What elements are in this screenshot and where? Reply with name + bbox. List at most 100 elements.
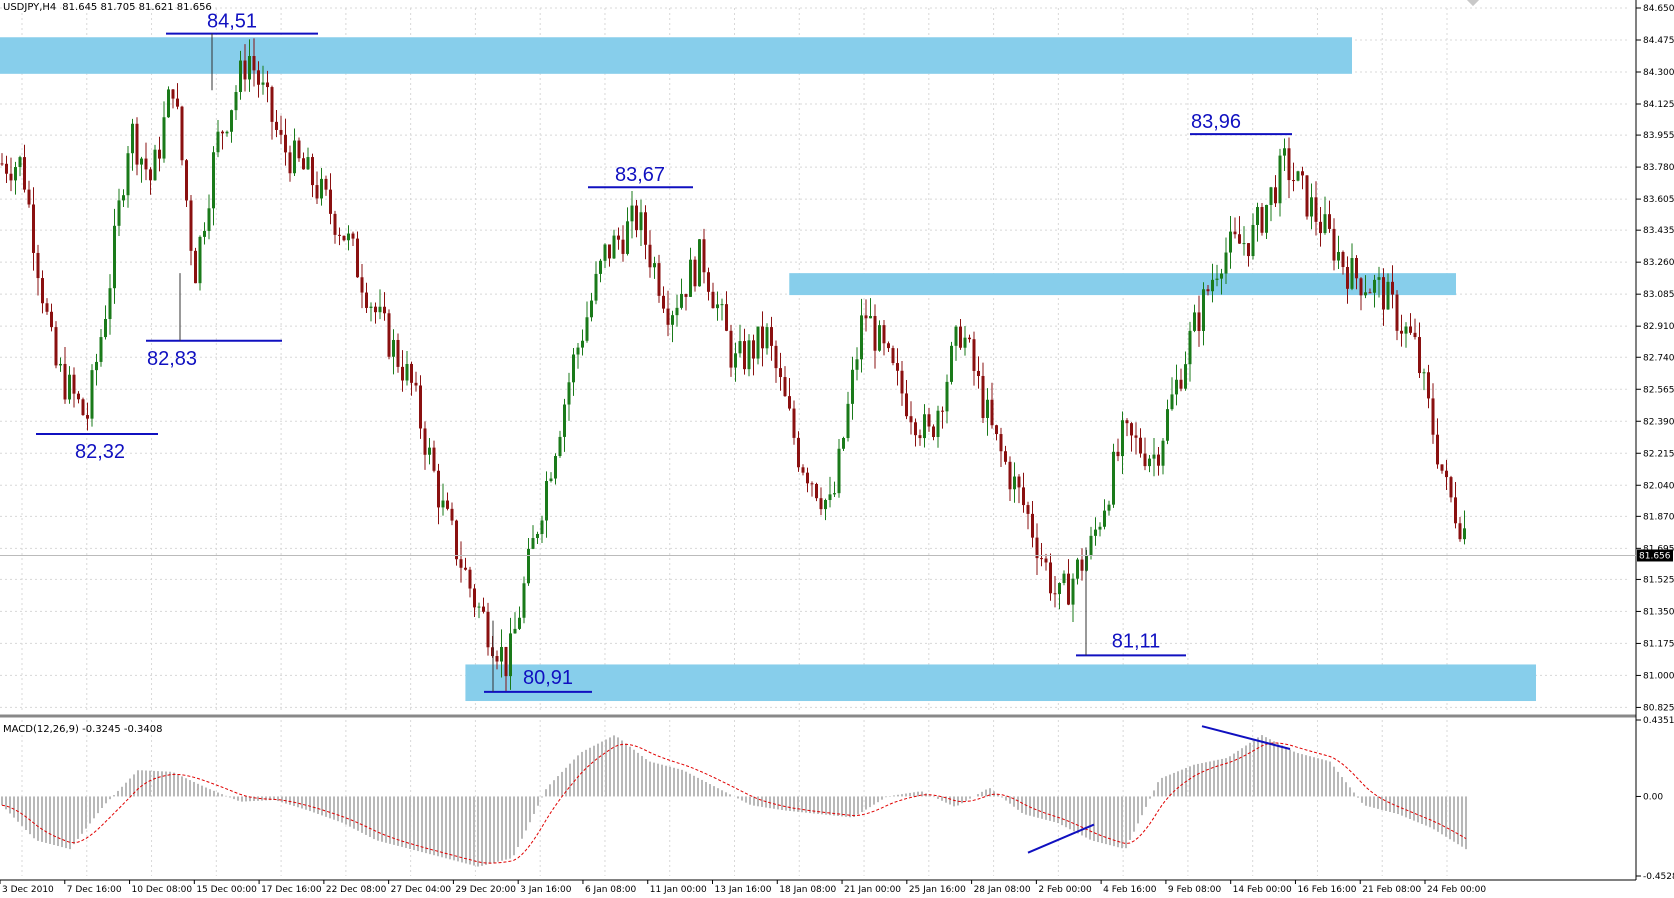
candle-bull [216,131,220,153]
time-tick-label: 18 Jan 08:00 [779,885,836,895]
candle-bull [513,628,517,634]
time-tick-label: 22 Dec 08:00 [326,885,387,895]
candle-bull [1373,279,1376,293]
candle-bull [95,361,98,371]
candle-bear [792,408,796,438]
candle-bear [383,306,386,314]
candle-bear [32,204,35,253]
candle-bear [1134,435,1138,438]
candle-bear [774,345,778,369]
candle-bear [815,483,818,499]
candle-bull [261,82,265,85]
candle-bear [504,646,508,677]
candle-bear [1035,537,1039,559]
price-tick-label: 82.040 [1643,481,1674,491]
candle-bear [338,234,341,236]
candle-bear [1031,513,1034,538]
candle-bull [855,359,859,370]
candle-bull [14,167,17,181]
candle-bear [302,158,305,170]
annotation-label: 83,67 [615,164,665,186]
candle-bear [410,363,413,383]
candle-bull [653,263,656,268]
candle-bear [1260,207,1264,233]
candle-bear [9,173,13,181]
candle-bear [932,426,935,437]
candlesticks [0,38,1466,692]
candle-bull [1193,312,1196,331]
candle-bear [666,308,670,325]
candle-bear [1409,326,1412,333]
time-tick-label: 10 Dec 08:00 [132,885,193,895]
candle-bull [1224,252,1228,274]
candle-bull [1103,510,1106,527]
candle-bear [275,121,278,130]
candle-bear [941,410,944,412]
candle-bull [963,337,967,348]
candle-bear [284,134,287,153]
candle-bear [1026,505,1030,514]
macd-signal-line [1,742,1467,864]
candle-bull [765,327,769,349]
candle-bear [482,606,485,612]
candle-bear [797,437,800,468]
time-tick-label: 3 Dec 2010 [2,885,54,895]
candle-bull [347,233,350,241]
candle-bull [1278,155,1282,204]
candle-bull [851,369,854,404]
candle-bear [702,239,706,273]
candle-bear [662,295,665,309]
price-tick-label: 83.260 [1643,258,1674,268]
candle-bull [945,381,949,412]
candle-bull [581,340,584,348]
candle-bull [1058,582,1061,595]
candle-bear [149,169,152,181]
candle-bear [1157,454,1160,466]
candle-bear [968,337,971,340]
price-tick-label: 82.390 [1643,417,1674,427]
candle-bull [563,404,566,437]
candle-bear [1413,332,1417,338]
time-tick-label: 27 Dec 04:00 [391,885,452,895]
candle-bull [698,239,701,287]
candle-bear [905,393,908,417]
candle-bear [432,447,436,471]
candle-bear [144,158,148,170]
candle-bear [1017,476,1021,488]
candle-bear [707,272,710,292]
candle-bear [1040,558,1043,560]
candle-bear [1292,180,1295,182]
chart-title: USDJPY,H4 81.645 81.705 81.621 81.656 [3,2,212,13]
candle-bear [1233,231,1237,235]
candle-bear [252,56,256,71]
candle-bull [167,89,170,118]
candle-bull [522,583,526,618]
candle-bull [1251,224,1255,257]
candle-bear [459,559,463,568]
candle-bear [158,149,161,159]
candle-bear [1301,171,1304,176]
candle-bull [1310,197,1313,217]
time-tick-label: 7 Dec 16:00 [67,885,122,895]
axes: 84.650 84.475 84.300 84.125 83.955 83.780 83.6… [0,4,1674,895]
candle-bull [122,195,125,201]
candle-bear [896,363,899,371]
candle-bull [954,326,958,346]
candle-bull [558,436,562,456]
price-tick-label: 83.435 [1643,226,1674,236]
candle-bear [63,363,67,400]
chart-frame [0,0,1637,881]
candle-bear [329,189,332,214]
candle-bull [153,149,157,181]
candle-bear [486,611,490,648]
candle-bear [761,326,764,349]
price-tick-label: 82.565 [1643,385,1674,395]
candle-bear [180,106,184,161]
candle-bull [1404,326,1408,334]
candle-bear [1458,523,1462,540]
candle-bull [1107,504,1111,511]
price-tick-label: 80.825 [1643,703,1674,713]
candle-bear [279,129,283,135]
candle-bear [918,435,922,439]
candle-bear [644,212,647,245]
